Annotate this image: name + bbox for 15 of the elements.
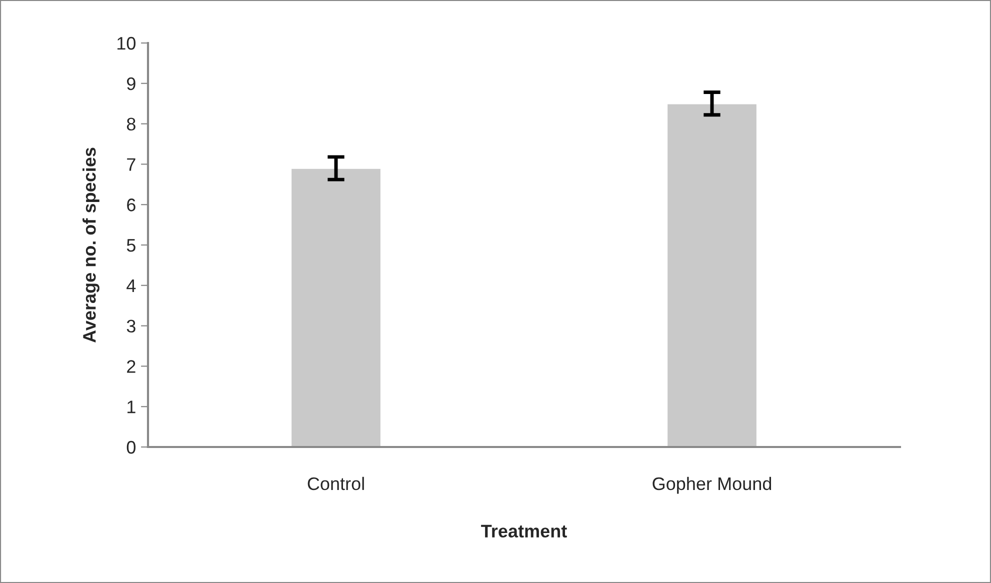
y-tick-label: 0 xyxy=(126,440,136,454)
y-tick-label: 5 xyxy=(126,239,136,252)
y-axis-title: Average no. of species xyxy=(82,148,100,343)
y-tick-label: 3 xyxy=(126,320,136,333)
y-tick-label: 7 xyxy=(127,158,136,171)
y-tick-label: 2 xyxy=(127,360,136,373)
y-tick-label: 6 xyxy=(127,198,136,212)
x-axis-title: Treatment xyxy=(481,524,567,538)
y-tick-label: 10 xyxy=(117,36,136,50)
y-tick-label: 9 xyxy=(127,77,136,90)
x-tick-label: Gopher Mound xyxy=(652,476,772,494)
y-tick-label: 8 xyxy=(126,118,136,131)
y-tick-label: 4 xyxy=(126,280,136,292)
y-tick-label: 1 xyxy=(128,400,136,414)
x-tick-label: Control xyxy=(308,476,364,490)
